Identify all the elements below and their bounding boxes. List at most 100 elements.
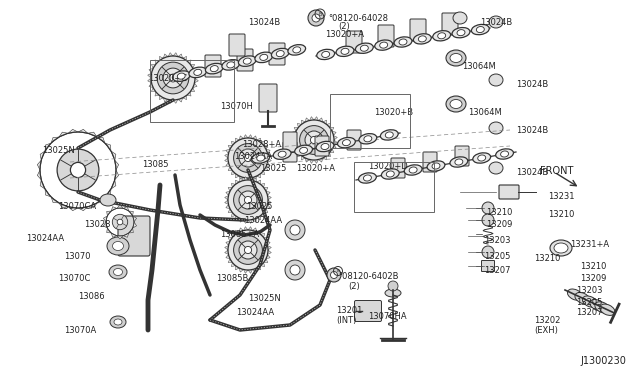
Text: 13205: 13205 (484, 252, 510, 261)
FancyBboxPatch shape (423, 152, 437, 172)
Polygon shape (40, 151, 45, 160)
Polygon shape (264, 209, 268, 212)
Text: 13024B: 13024B (516, 126, 548, 135)
Text: 13064M: 13064M (462, 62, 496, 71)
Polygon shape (239, 268, 244, 272)
Polygon shape (190, 64, 195, 68)
Circle shape (57, 149, 99, 191)
Polygon shape (123, 233, 129, 237)
Polygon shape (257, 180, 260, 185)
Polygon shape (148, 78, 152, 83)
Polygon shape (163, 98, 168, 102)
Text: B: B (318, 12, 322, 16)
Ellipse shape (385, 132, 393, 138)
Polygon shape (244, 219, 248, 223)
Polygon shape (232, 212, 236, 217)
Ellipse shape (419, 36, 426, 42)
Ellipse shape (211, 65, 218, 72)
Polygon shape (225, 246, 228, 250)
Ellipse shape (600, 304, 615, 315)
Text: 13025: 13025 (260, 164, 286, 173)
Ellipse shape (110, 316, 126, 328)
Polygon shape (333, 140, 337, 144)
Text: 13020+C: 13020+C (148, 74, 187, 83)
Text: 13070C: 13070C (58, 274, 90, 283)
Polygon shape (104, 216, 108, 222)
Polygon shape (332, 131, 336, 135)
FancyBboxPatch shape (378, 25, 394, 47)
Text: 13028+A: 13028+A (242, 140, 281, 149)
Ellipse shape (399, 39, 407, 45)
Polygon shape (244, 227, 248, 231)
Polygon shape (268, 158, 271, 163)
Ellipse shape (359, 134, 377, 144)
Polygon shape (248, 219, 252, 223)
Circle shape (310, 137, 317, 144)
Polygon shape (236, 216, 239, 220)
FancyBboxPatch shape (205, 55, 221, 77)
Ellipse shape (321, 144, 329, 150)
Ellipse shape (172, 71, 190, 81)
Polygon shape (266, 191, 270, 196)
Polygon shape (291, 140, 294, 144)
Circle shape (163, 68, 183, 88)
Polygon shape (152, 87, 156, 92)
Ellipse shape (222, 60, 239, 70)
Ellipse shape (473, 153, 491, 163)
Ellipse shape (381, 169, 399, 179)
Text: 13201: 13201 (336, 306, 362, 315)
Text: 13086: 13086 (78, 292, 104, 301)
Ellipse shape (300, 147, 308, 153)
Text: 13025N: 13025N (42, 146, 75, 155)
FancyBboxPatch shape (355, 301, 381, 321)
Ellipse shape (582, 296, 598, 307)
Circle shape (388, 281, 398, 291)
Polygon shape (107, 211, 111, 216)
Polygon shape (292, 131, 296, 135)
Text: J1300230: J1300230 (580, 356, 626, 366)
Circle shape (285, 220, 305, 240)
Text: 13207: 13207 (484, 266, 511, 275)
Ellipse shape (243, 58, 252, 64)
Text: 13024B: 13024B (248, 18, 280, 27)
Circle shape (112, 214, 128, 230)
Polygon shape (268, 246, 271, 250)
Polygon shape (232, 170, 236, 174)
Polygon shape (239, 218, 244, 222)
Polygon shape (252, 268, 257, 272)
Polygon shape (330, 149, 334, 153)
Polygon shape (268, 200, 271, 205)
Ellipse shape (360, 45, 368, 51)
Polygon shape (257, 266, 260, 270)
FancyBboxPatch shape (455, 146, 469, 166)
Ellipse shape (453, 12, 467, 24)
Polygon shape (236, 174, 239, 178)
Polygon shape (305, 158, 310, 162)
Ellipse shape (336, 46, 354, 57)
Ellipse shape (317, 49, 335, 60)
Text: (INT): (INT) (336, 316, 356, 325)
Ellipse shape (380, 42, 388, 48)
Ellipse shape (255, 52, 273, 62)
Polygon shape (37, 160, 42, 170)
Circle shape (157, 62, 189, 94)
Polygon shape (239, 136, 244, 140)
Polygon shape (239, 176, 244, 180)
FancyBboxPatch shape (442, 13, 458, 35)
Polygon shape (260, 170, 264, 174)
Polygon shape (45, 189, 51, 197)
Circle shape (117, 219, 123, 225)
Ellipse shape (433, 31, 451, 41)
Ellipse shape (450, 157, 468, 167)
FancyBboxPatch shape (269, 43, 285, 65)
Ellipse shape (273, 149, 291, 159)
Polygon shape (298, 153, 301, 157)
Polygon shape (117, 205, 123, 208)
Polygon shape (105, 143, 111, 151)
Ellipse shape (205, 63, 223, 74)
Text: 13203: 13203 (484, 236, 511, 245)
Ellipse shape (450, 99, 462, 109)
Ellipse shape (252, 153, 269, 163)
FancyBboxPatch shape (229, 34, 245, 56)
Polygon shape (178, 98, 182, 102)
